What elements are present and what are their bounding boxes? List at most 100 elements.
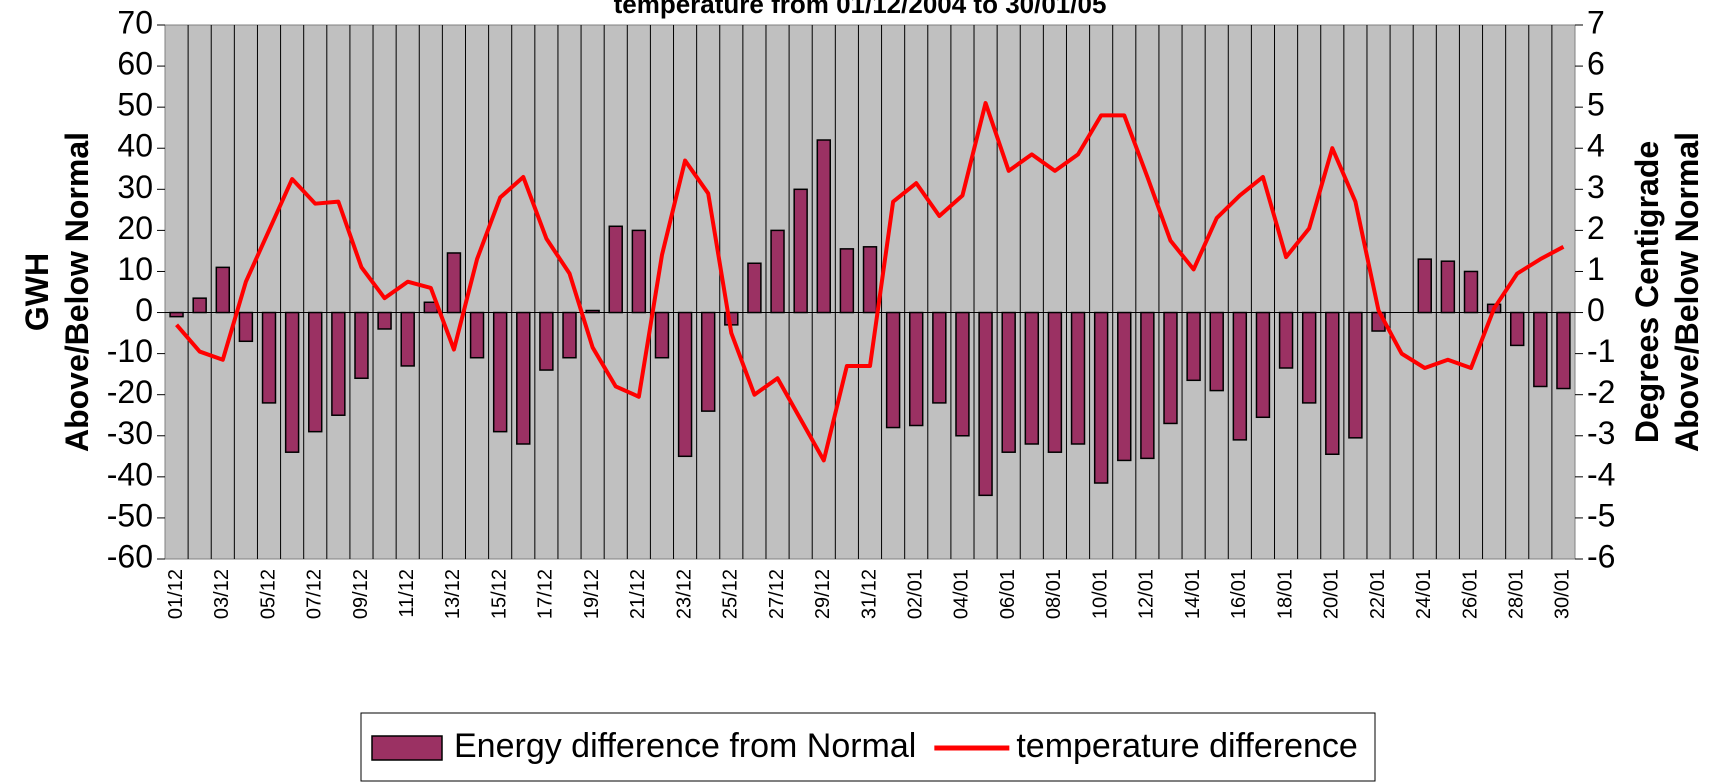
bar	[654, 311, 670, 359]
x-tick-label: 31/12	[858, 569, 880, 619]
legend-label: temperature difference	[1016, 727, 1357, 765]
bar	[747, 262, 762, 314]
y2-tick-label: 5	[1587, 87, 1605, 123]
y2-tick-label: 6	[1587, 46, 1605, 82]
bar	[1024, 311, 1040, 445]
x-tick-label: 11/12	[396, 569, 418, 618]
bar	[308, 311, 323, 433]
y-tick-label: 50	[117, 87, 153, 123]
x-tick-label: 29/12	[812, 569, 834, 619]
legend-swatch	[371, 735, 443, 761]
y2-tick-label: -1	[1587, 333, 1615, 369]
bar	[1186, 311, 1201, 382]
bar	[885, 311, 901, 429]
bar	[1348, 311, 1363, 439]
bar	[539, 311, 554, 371]
bar	[446, 252, 462, 314]
bar	[1278, 311, 1294, 369]
bar	[1533, 311, 1548, 388]
bar	[677, 311, 693, 458]
bar	[585, 309, 600, 314]
y-tick-label: 70	[117, 4, 153, 40]
bar	[400, 311, 415, 367]
x-tick-label: 16/01	[1228, 569, 1250, 619]
bar	[1093, 311, 1109, 484]
x-tick-label: 03/12	[211, 569, 233, 619]
x-tick-label: 25/12	[720, 569, 742, 619]
bar	[492, 311, 508, 433]
y-tick-label: 40	[117, 128, 153, 164]
x-tick-label: 10/01	[1089, 569, 1111, 619]
bar	[1463, 270, 1479, 314]
x-tick-label: 23/12	[673, 569, 695, 619]
bar	[1117, 311, 1132, 462]
y2-tick-label: 3	[1587, 169, 1605, 205]
y2-tick-label: -3	[1587, 415, 1615, 451]
bar	[932, 311, 947, 404]
y2-tick-label: -5	[1587, 497, 1615, 533]
y-tick-label: 30	[117, 169, 153, 205]
x-tick-label: 18/01	[1274, 569, 1296, 619]
x-tick-label: 21/12	[627, 569, 649, 619]
y2-tick-label: -6	[1587, 538, 1615, 574]
x-tick-label: 28/01	[1505, 569, 1527, 619]
x-tick-label: 30/01	[1552, 569, 1574, 619]
x-tick-label: 01/12	[165, 569, 187, 619]
bar	[469, 311, 485, 359]
y2-tick-label: -2	[1587, 374, 1615, 410]
bar	[1163, 311, 1178, 425]
x-tick-label: 27/12	[766, 569, 788, 619]
y2-tick-label: -4	[1587, 456, 1615, 492]
bar	[862, 246, 878, 314]
bar	[261, 311, 277, 404]
bar	[770, 229, 785, 314]
bar	[1556, 311, 1571, 390]
bar	[816, 139, 831, 314]
bar	[1509, 311, 1525, 347]
bar	[238, 311, 254, 343]
bar	[608, 225, 623, 314]
bar	[284, 311, 300, 453]
bar	[169, 311, 184, 318]
x-tick-label: 07/12	[304, 569, 326, 619]
bar	[215, 266, 231, 314]
y2-tick-label: 7	[1587, 4, 1605, 40]
bar	[1417, 258, 1432, 314]
y-tick-label: -40	[107, 456, 153, 492]
y2-axis-title-line: Above/Below Normal	[1669, 132, 1705, 452]
x-tick-label: 20/01	[1321, 569, 1343, 619]
x-tick-label: 05/12	[257, 569, 279, 619]
bar	[631, 229, 647, 314]
bar	[1440, 260, 1456, 314]
y-tick-label: -30	[107, 415, 153, 451]
x-tick-label: 04/01	[951, 569, 973, 619]
bar	[1047, 311, 1063, 453]
y2-axis-title: Degrees Centigrade Above/Below Normal	[1629, 132, 1705, 452]
y2-tick-label: 4	[1587, 128, 1605, 164]
bar	[1209, 311, 1224, 392]
bar	[839, 248, 855, 314]
x-tick-label: 17/12	[535, 569, 557, 619]
bar	[377, 311, 392, 330]
y-tick-label: 0	[135, 292, 153, 328]
bar	[331, 311, 346, 416]
bar	[1325, 311, 1340, 456]
x-tick-label: 26/01	[1459, 569, 1481, 619]
chart-title: temperature from 01/12/2004 to 30/01/05	[614, 0, 1107, 19]
y-tick-label: -10	[107, 333, 153, 369]
x-tick-label: 13/12	[442, 569, 464, 619]
legend	[360, 712, 1376, 782]
bar	[793, 188, 808, 314]
x-tick-label: 02/01	[905, 569, 927, 619]
bar	[700, 311, 716, 412]
y-tick-label: -50	[107, 497, 153, 533]
y2-tick-label: 1	[1587, 251, 1605, 287]
x-tick-label: 24/01	[1413, 569, 1435, 619]
x-tick-label: 19/12	[581, 569, 603, 619]
y-tick-label: 20	[117, 210, 153, 246]
bar	[1070, 311, 1086, 445]
bar	[1255, 311, 1271, 419]
x-tick-label: 14/01	[1182, 569, 1204, 619]
bar	[1301, 311, 1317, 404]
